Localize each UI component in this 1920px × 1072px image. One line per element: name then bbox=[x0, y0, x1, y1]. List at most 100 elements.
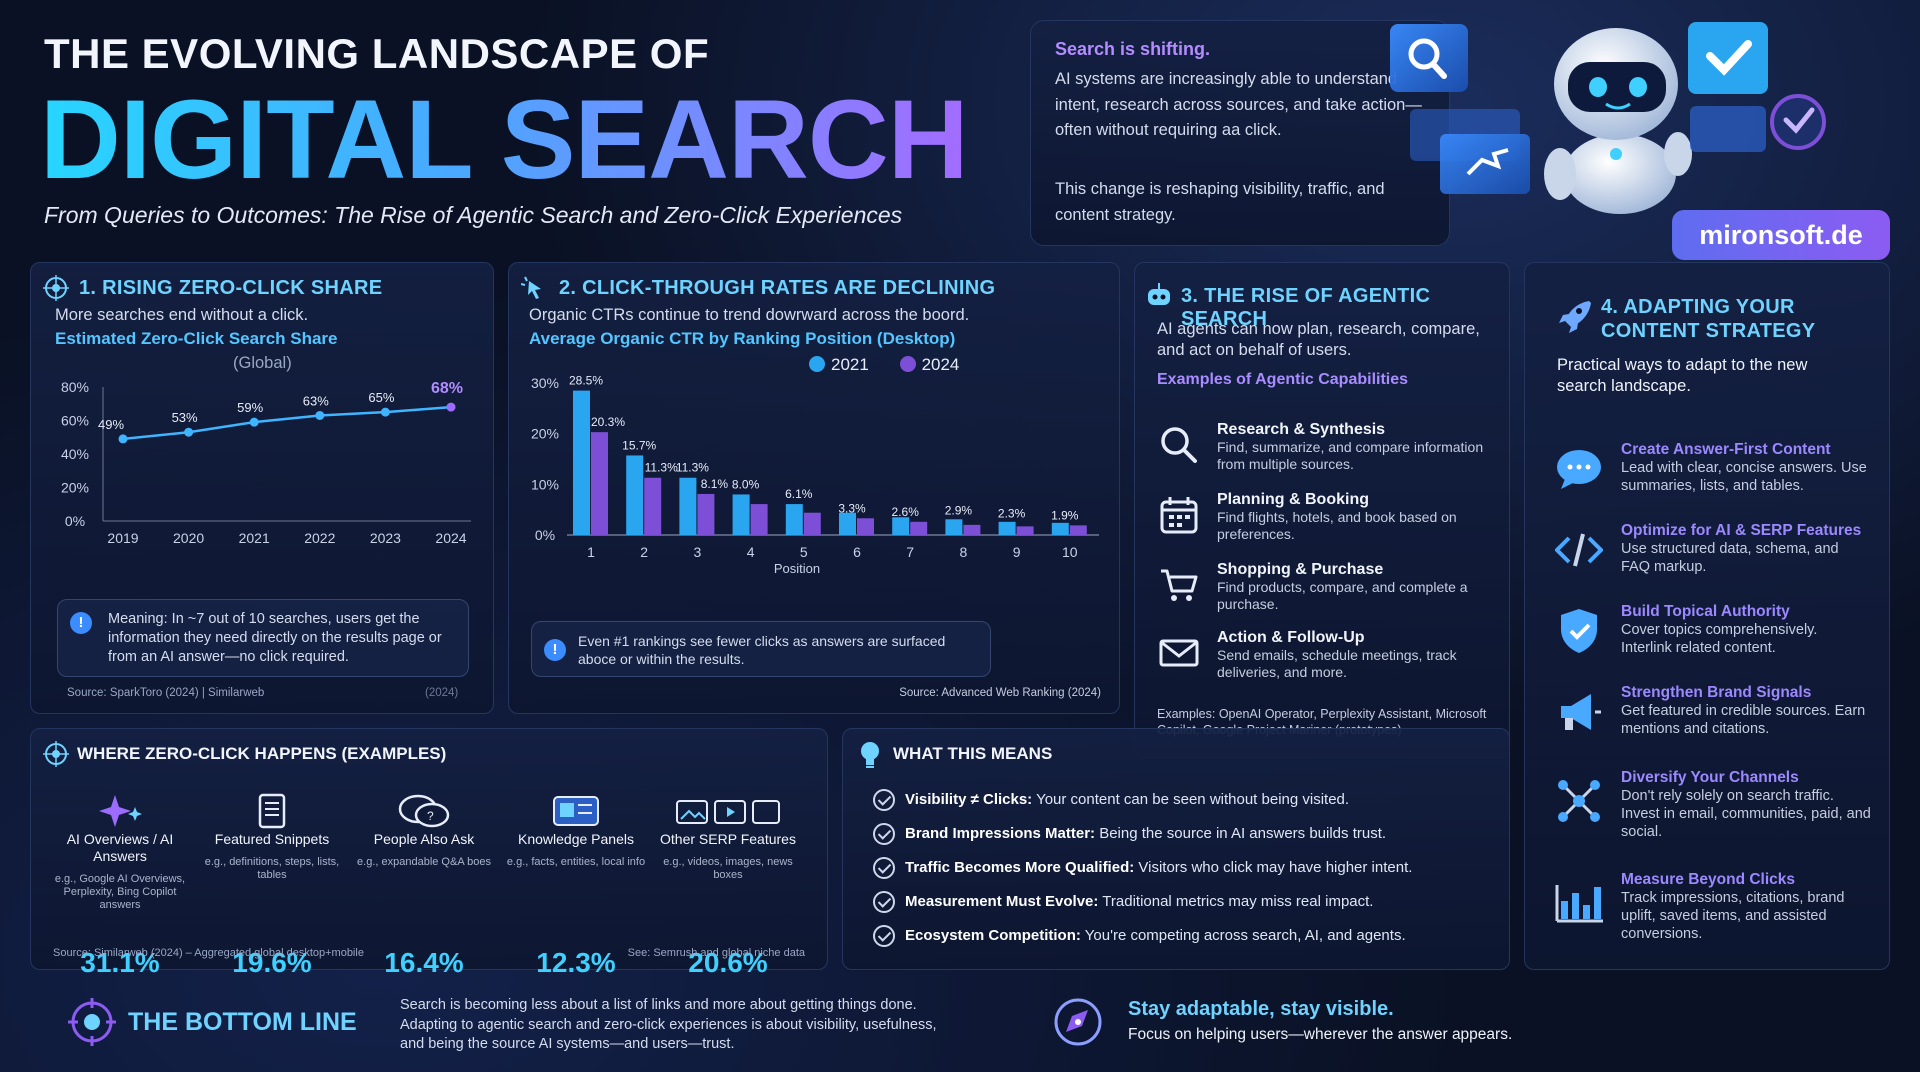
section3-title: 3. THE RISE OF AGENTIC SEARCH bbox=[1181, 285, 1431, 330]
check-icon bbox=[873, 823, 895, 845]
bottom-line-text: Search is becoming less about a list of … bbox=[400, 997, 937, 1053]
section3-examples-heading: Examples of Agentic Capabilities bbox=[1157, 371, 1409, 388]
bar-2024 bbox=[963, 524, 981, 535]
x-tick-label: 2019 bbox=[107, 530, 138, 546]
zero-click-value: 20.6% bbox=[688, 947, 768, 978]
capability-desc: Find products, compare, and complete a p… bbox=[1217, 579, 1468, 612]
zero-click-label: Knowledge Panels bbox=[518, 831, 634, 847]
magnifier-icon bbox=[1161, 427, 1197, 463]
x-tick-label: 8 bbox=[960, 544, 968, 560]
cursor-click-icon bbox=[521, 276, 541, 299]
compass-target-icon bbox=[68, 998, 116, 1046]
search-card-icon bbox=[1390, 24, 1468, 92]
x-tick-label: 9 bbox=[1013, 544, 1021, 560]
zero-click-example: e.g., expandable Q&A boes bbox=[357, 855, 491, 868]
brand-badge: mironsoft.de bbox=[1672, 210, 1890, 260]
strategy-desc: Cover topics comprehensively. Interlink … bbox=[1621, 622, 1818, 657]
shield-icon bbox=[1561, 609, 1597, 653]
data-label: 53% bbox=[172, 410, 198, 425]
section-zero-click-share: 1. RISING ZERO-CLICK SHARE More searches… bbox=[30, 262, 494, 714]
data-point bbox=[249, 417, 259, 427]
megaphone-icon bbox=[1561, 694, 1601, 730]
data-label: 49% bbox=[98, 417, 124, 432]
network-icon bbox=[1558, 780, 1600, 822]
x-tick-label: 1 bbox=[587, 544, 595, 560]
x-axis-label: Position bbox=[774, 561, 820, 575]
section1-chart-subtitle: (Global) bbox=[233, 354, 292, 372]
zero-click-item: Featured Snippets e.g., definitions, ste… bbox=[197, 789, 347, 978]
robot-head-icon bbox=[1148, 283, 1170, 305]
x-tick-label: 2020 bbox=[173, 530, 204, 546]
bar-2024 bbox=[910, 521, 928, 535]
capability-title: Shopping & Purchase bbox=[1217, 561, 1384, 578]
section-zero-click-examples: WHERE ZERO-CLICK HAPPENS (EXAMPLES) AI O… bbox=[30, 728, 828, 978]
strategy-title: Build Topical Authority bbox=[1621, 603, 1790, 620]
strategy-title: Diversify Your Channels bbox=[1621, 769, 1799, 786]
x-tick-label: 6 bbox=[853, 544, 861, 560]
envelope-icon bbox=[1159, 639, 1199, 667]
chart-legend: 2021 2024 bbox=[809, 355, 959, 375]
check-icon bbox=[873, 857, 895, 879]
implication-item: Measurement Must Evolve: Traditional met… bbox=[873, 891, 1373, 913]
zero-click-item: AI Overviews / AI Answers e.g., Google A… bbox=[45, 789, 195, 978]
section2-note-box: ! Even #1 rankings see fewer clicks as a… bbox=[531, 621, 991, 677]
cta-title: Stay adaptable, stay visible. bbox=[1128, 998, 1394, 1020]
data-label: 65% bbox=[368, 390, 394, 405]
zero-click-value: 31.1% bbox=[80, 947, 160, 978]
what-this-means-title: WHAT THIS MEANS bbox=[893, 744, 1053, 763]
implication-item: Brand Impressions Matter: Being the sour… bbox=[873, 823, 1386, 845]
zero-click-line-chart: 0% 20% 40% 60% 80% 49% 2019 53% 2020 59% 2021 63% 20… bbox=[61, 379, 471, 546]
section1-chart-title: Estimated Zero-Click Search Share bbox=[55, 329, 338, 348]
x-tick-label: 2022 bbox=[304, 530, 335, 546]
zero-click-label: AI Overviews / AI Answers bbox=[66, 831, 174, 864]
capability-desc: Find flights, hotels, and book based on … bbox=[1217, 509, 1457, 542]
section1-title: 1. RISING ZERO-CLICK SHARE bbox=[79, 277, 383, 299]
bar-chart-icon bbox=[1555, 885, 1603, 923]
check-circle-icon bbox=[1770, 94, 1826, 150]
zero-click-example: e.g., Google AI Overviews, Perplexity, B… bbox=[54, 872, 186, 911]
bar-2021 bbox=[839, 512, 856, 535]
cart-card bbox=[1690, 106, 1766, 152]
legend-item-2021: 2021 bbox=[809, 355, 869, 374]
section1-note: Meaning: In ~7 out of 10 searches, users… bbox=[108, 611, 442, 665]
zero-click-example: e.g., facts, entities, local info bbox=[506, 855, 646, 868]
sparkle-icon bbox=[99, 795, 142, 827]
y-tick-label: 60% bbox=[61, 413, 89, 429]
data-label: 8.0% bbox=[732, 477, 760, 491]
zero-click-value: 12.3% bbox=[536, 947, 616, 978]
data-label: 68% bbox=[431, 380, 463, 397]
bar-2021 bbox=[1051, 522, 1069, 535]
info-icon: ! bbox=[544, 639, 566, 661]
bar-2024 bbox=[1016, 526, 1034, 535]
robot-icon bbox=[1544, 28, 1692, 214]
intro-paragraph-1: AI systems are increasingly able to unde… bbox=[1055, 70, 1422, 140]
x-tick-label: 7 bbox=[906, 544, 914, 560]
section2-note: Even #1 rankings see fewer clicks as ans… bbox=[578, 633, 946, 668]
airplane-card-icon bbox=[1440, 134, 1530, 194]
capability-title: Planning & Booking bbox=[1217, 491, 1369, 508]
bottom-line-title: THE BOTTOM LINE bbox=[128, 1008, 357, 1036]
legend-item-2024: 2024 bbox=[899, 355, 959, 374]
zero-click-example: e.g., definitions, steps, lists, tables bbox=[204, 855, 340, 881]
data-label: 11.3% bbox=[645, 461, 678, 475]
data-label: 6.1% bbox=[785, 487, 813, 501]
rocket-icon bbox=[1559, 301, 1591, 333]
section1-lead: More searches end without a click. bbox=[55, 306, 309, 324]
bar-2021 bbox=[892, 517, 910, 535]
section2-source: Source: Advanced Web Ranking (2024) bbox=[899, 687, 1101, 699]
intro-paragraph-2: This change is reshaping visibility, tra… bbox=[1055, 180, 1385, 224]
implication-item: Ecosystem Competition: You're competing … bbox=[873, 925, 1406, 947]
data-label: 3.3% bbox=[838, 501, 866, 515]
data-label: 2.6% bbox=[892, 505, 920, 519]
section1-note-box: ! Meaning: In ~7 out of 10 searches, use… bbox=[57, 599, 469, 677]
data-label: 11.3% bbox=[676, 461, 709, 475]
intro-box: Search is shifting. AI systems are incre… bbox=[1030, 20, 1450, 246]
lightbulb-icon bbox=[861, 742, 879, 768]
strategy-desc: Track impressions, citations, brand upli… bbox=[1621, 890, 1845, 943]
strategy-desc: Don't rely solely on search traffic. Inv… bbox=[1621, 788, 1871, 841]
zero-click-label: Featured Snippets bbox=[214, 831, 330, 847]
check-icon bbox=[873, 789, 895, 811]
data-label: 1.9% bbox=[1051, 508, 1079, 522]
panel-icon bbox=[553, 796, 599, 826]
data-label: 28.5% bbox=[569, 375, 603, 388]
